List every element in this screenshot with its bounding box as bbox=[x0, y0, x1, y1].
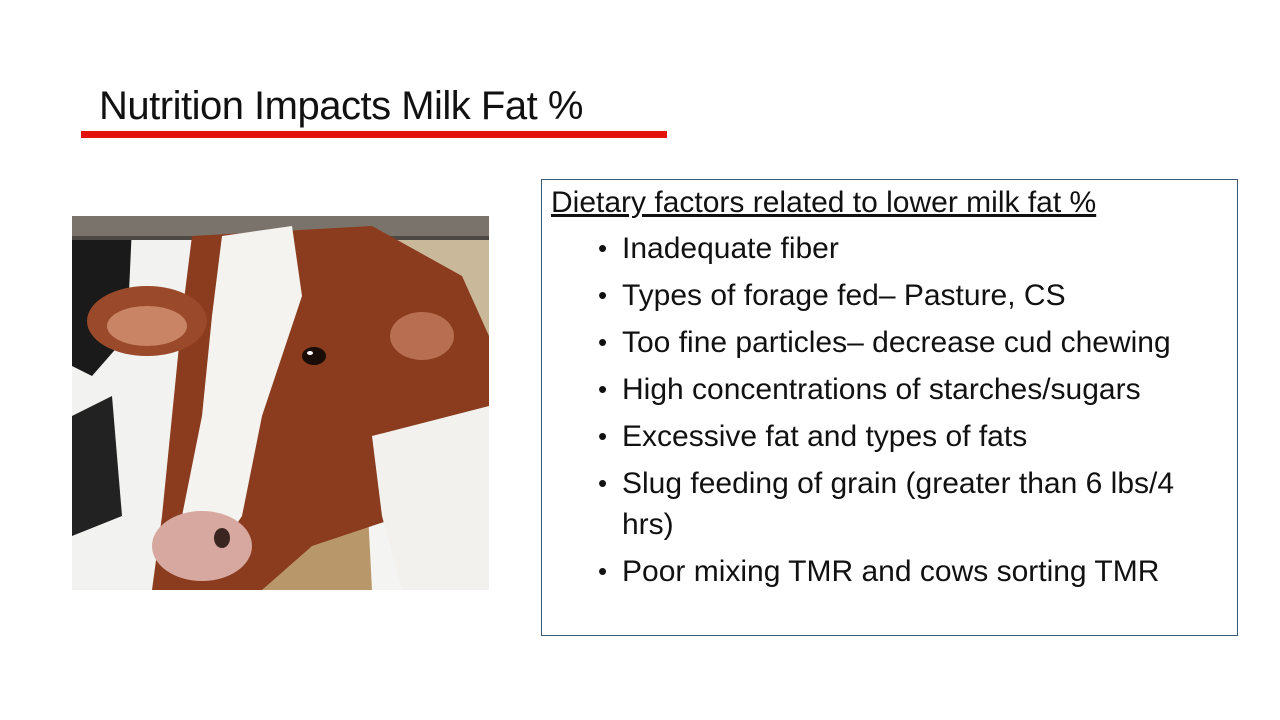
bullet-icon: • bbox=[598, 468, 608, 498]
factors-heading: Dietary factors related to lower milk fa… bbox=[551, 186, 1097, 219]
list-item: • High concentrations of starches/sugars bbox=[598, 369, 1234, 410]
list-item: • Poor mixing TMR and cows sorting TMR bbox=[598, 551, 1234, 592]
list-item-text: Inadequate fiber bbox=[622, 232, 839, 265]
list-item: • Types of forage fed– Pasture, CS bbox=[598, 275, 1234, 316]
list-item: • Too fine particles– decrease cud chewin… bbox=[598, 322, 1234, 363]
factors-box: Dietary factors related to lower milk fa… bbox=[541, 179, 1238, 636]
bullet-icon: • bbox=[598, 327, 608, 357]
slide-title: Nutrition Impacts Milk Fat % bbox=[99, 84, 583, 128]
cow-photo bbox=[72, 216, 489, 590]
list-item-text: Too fine particles– decrease cud chewing bbox=[622, 326, 1171, 359]
list-item-text: Types of forage fed– Pasture, CS bbox=[622, 279, 1066, 312]
list-item-text: Slug feeding of grain (greater than 6 lb… bbox=[622, 467, 1175, 541]
title-underline bbox=[81, 131, 667, 138]
list-item-text: Excessive fat and types of fats bbox=[622, 420, 1028, 453]
list-item: • Excessive fat and types of fats bbox=[598, 416, 1234, 457]
list-item-text: Poor mixing TMR and cows sorting TMR bbox=[622, 555, 1160, 588]
bullet-icon: • bbox=[598, 556, 608, 586]
factors-list: • Inadequate fiber • Types of forage fed– … bbox=[598, 228, 1234, 598]
bullet-icon: • bbox=[598, 280, 608, 310]
bullet-icon: • bbox=[598, 374, 608, 404]
bullet-icon: • bbox=[598, 421, 608, 451]
list-item: • Slug feeding of grain (greater than 6 l… bbox=[598, 463, 1234, 545]
list-item-text: High concentrations of starches/sugars bbox=[622, 373, 1141, 406]
bullet-icon: • bbox=[598, 233, 608, 263]
list-item: • Inadequate fiber bbox=[598, 228, 1234, 269]
